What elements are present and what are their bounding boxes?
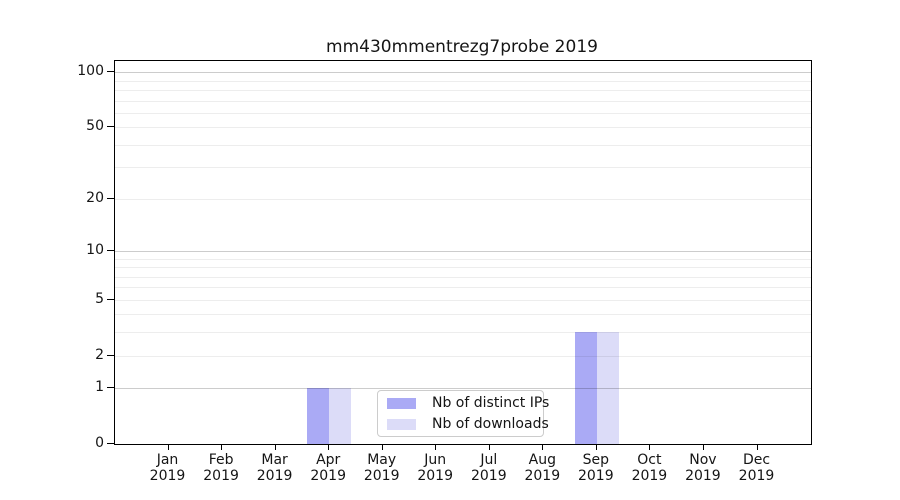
gridline-5 [115, 299, 811, 301]
plot-area [114, 60, 812, 445]
legend-swatch-downloads [387, 418, 416, 430]
legend-swatch-distinct-ips [387, 397, 416, 409]
x-tick-mark [274, 444, 276, 450]
y-tick-label-1: 1 [95, 379, 104, 396]
x-tick-mark [756, 444, 758, 450]
gridline-8 [115, 267, 811, 268]
x-tick-label-jan: Jan 2019 [149, 452, 186, 484]
y-tick-mark [107, 249, 114, 251]
gridline-7 [115, 276, 811, 278]
gridline-20 [115, 198, 811, 200]
x-tick-mark [381, 444, 383, 450]
x-tick-label-mar: Mar 2019 [256, 452, 293, 484]
bar-distinct-ips-sep [574, 332, 597, 444]
gridline-60 [115, 112, 811, 114]
gridline-10 [115, 250, 811, 252]
x-tick-mark [328, 444, 330, 450]
x-tick-mark [595, 444, 597, 450]
x-tick-mark [167, 444, 169, 450]
y-tick-label-0: 0 [95, 435, 104, 451]
y-tick-mark [107, 71, 114, 73]
gridline-70 [115, 100, 811, 102]
x-tick-mark [702, 444, 704, 450]
gridline-90 [115, 80, 811, 82]
x-tick-label-may: May 2019 [363, 452, 400, 484]
gridline-6 [115, 287, 811, 289]
y-tick-mark [107, 197, 114, 199]
gridline-80 [115, 89, 811, 91]
y-tick-label-2: 2 [95, 346, 104, 363]
gridline-4 [115, 314, 811, 316]
y-tick-mark [107, 298, 114, 300]
legend-item-distinct-ips: Nb of distinct IPs [387, 394, 549, 413]
gridline-3 [115, 332, 811, 334]
y-tick-label-20: 20 [86, 189, 104, 206]
legend-label-distinct-ips: Nb of distinct IPs [432, 395, 550, 411]
chart-title: mm430mmentrezg7probe 2019 [326, 37, 598, 57]
x-tick-label-oct: Oct 2019 [631, 452, 668, 484]
x-tick-label-nov: Nov 2019 [685, 452, 721, 484]
x-tick-label-jun: Jun 2019 [417, 452, 453, 484]
x-tick-label-dec: Dec 2019 [738, 452, 775, 484]
y-tick-label-5: 5 [95, 290, 104, 307]
x-tick-mark [542, 444, 544, 450]
gridline-40 [115, 144, 811, 146]
y-tick-label-100: 100 [77, 63, 104, 80]
y-tick-label-50: 50 [86, 118, 104, 135]
gridline-100 [115, 72, 811, 74]
bar-distinct-ips-apr [307, 388, 330, 444]
y-tick-mark [107, 387, 114, 389]
legend-label-downloads: Nb of downloads [432, 416, 549, 432]
x-tick-label-apr: Apr 2019 [310, 452, 346, 484]
gridline-30 [115, 167, 811, 169]
gridline-1 [115, 388, 811, 390]
x-tick-label-sep: Sep 2019 [577, 452, 614, 484]
x-tick-label-feb: Feb 2019 [203, 452, 239, 484]
gridline-50 [115, 127, 811, 129]
y-tick-mark [107, 354, 114, 356]
x-tick-mark [488, 444, 490, 450]
y-tick-mark [107, 443, 114, 444]
y-tick-mark [107, 126, 114, 128]
legend: Nb of distinct IPs Nb of downloads [377, 390, 549, 437]
bar-downloads-apr [329, 388, 352, 444]
x-tick-mark [221, 444, 223, 450]
gridline-2 [115, 355, 811, 357]
x-tick-label-aug: Aug 2019 [524, 452, 561, 484]
x-tick-label-jul: Jul 2019 [470, 452, 507, 484]
y-tick-label-10: 10 [86, 241, 104, 258]
x-tick-mark [435, 444, 437, 450]
legend-item-downloads: Nb of downloads [387, 415, 549, 434]
bar-downloads-sep [596, 332, 619, 444]
x-tick-mark [649, 444, 651, 450]
gridline-9 [115, 258, 811, 260]
